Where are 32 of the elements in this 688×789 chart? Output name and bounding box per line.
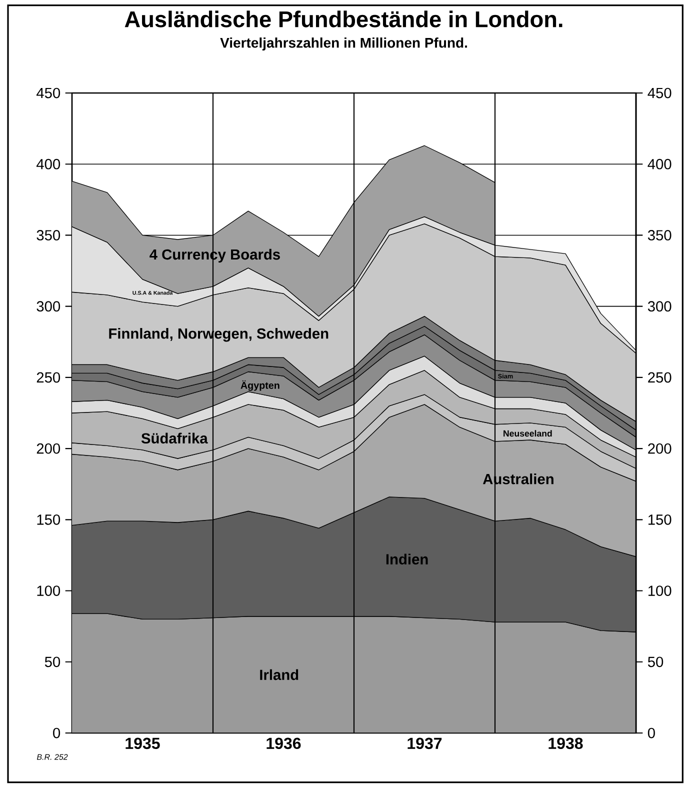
series-label: Ägypten xyxy=(240,380,280,391)
y-tick-label: 250 xyxy=(648,372,672,383)
x-tick-label: 1937 xyxy=(408,738,442,750)
y-tick-label: 0 xyxy=(648,728,655,738)
y2-tick-label: 300 xyxy=(36,301,60,312)
y-tick-label: 300 xyxy=(648,301,672,312)
x-tick-label: 1935 xyxy=(126,738,160,750)
y2-tick-label: 150 xyxy=(37,514,60,525)
x-tick-label: 1938 xyxy=(548,738,583,750)
y-tick-label: 100 xyxy=(648,586,672,596)
series-label: Irland xyxy=(260,669,298,680)
y2-tick-label: 350 xyxy=(36,230,60,240)
y-tick-label: 150 xyxy=(648,514,672,525)
text: B.R. 252 xyxy=(36,754,68,760)
y-tick-label: 400 xyxy=(648,158,672,170)
y2-tick-label: 50 xyxy=(44,656,60,668)
series-label: Südafrika xyxy=(141,432,208,444)
y-tick-label: 200 xyxy=(648,443,672,454)
y-tick-label: 350 xyxy=(648,230,672,240)
y2-tick-label: 400 xyxy=(36,158,60,170)
y2-tick-label: 450 xyxy=(36,88,60,98)
chart-title: Ausländische Pfundbestände in London. xyxy=(124,10,562,28)
y2-tick-label: 0 xyxy=(53,728,60,738)
y-tick-label: 50 xyxy=(648,656,664,668)
series-label: Neuseeland xyxy=(504,430,552,437)
series-label: Indien xyxy=(386,554,428,564)
y2-tick-label: 100 xyxy=(37,586,60,596)
x-tick-label: 1936 xyxy=(266,738,301,750)
y2-tick-label: 250 xyxy=(36,372,60,383)
y2-tick-label: 200 xyxy=(36,443,60,454)
y-tick-label: 450 xyxy=(648,88,672,98)
chart-subtitle: Vierteljahrszahlen in Millionen Pfund. xyxy=(220,37,467,51)
